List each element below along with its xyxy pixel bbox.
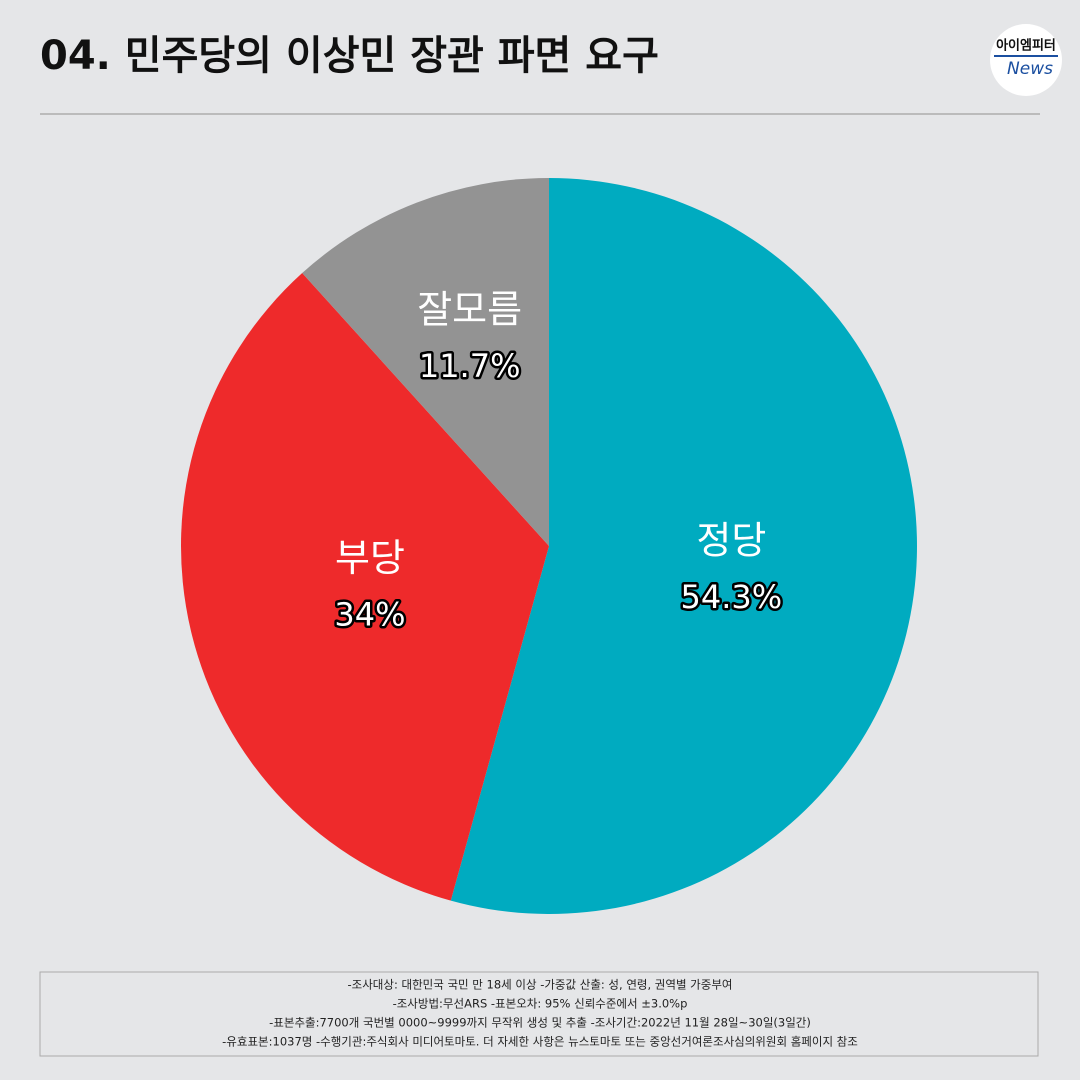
note-line: -조사대상: 대한민국 국민 만 18세 이상 -가중값 산출: 성, 연령, … [347,978,732,992]
note-line: -조사방법:무선ARS -표본오차: 95% 신뢰수준에서 ±3.0%p [393,997,688,1011]
note-line: -유효표본:1037명 -수행기관:주식회사 미디어토마토. 더 자세한 사항은… [222,1035,858,1049]
note-line: -표본추출:7700개 국번별 0000~9999까지 무작위 생성 및 추출 … [269,1016,811,1030]
notes: -조사대상: 대한민국 국민 만 18세 이상 -가중값 산출: 성, 연령, … [222,978,858,1049]
logo-news: News [1007,59,1053,79]
logo-text: 아이엠피터 [996,38,1056,54]
pie-slice [450,178,917,914]
pie-slice [180,273,549,901]
value-label: 34% [334,595,405,633]
value-label: 54.3% [680,578,782,616]
value-label: 11.7% [419,347,521,385]
chart-title: 04. 민주당의 이상민 장관 파면 요구 [40,33,659,79]
slice-label: 부당 [335,536,405,580]
pie: 정당 54.3% 부당 34% 잘모름 11.7% [180,178,917,914]
slice-label: 정당 [696,518,766,562]
slice-label: 잘모름 [417,287,522,331]
logo-badge [990,24,1062,96]
notes-box [39,971,1039,1057]
pie-slice [302,178,549,546]
